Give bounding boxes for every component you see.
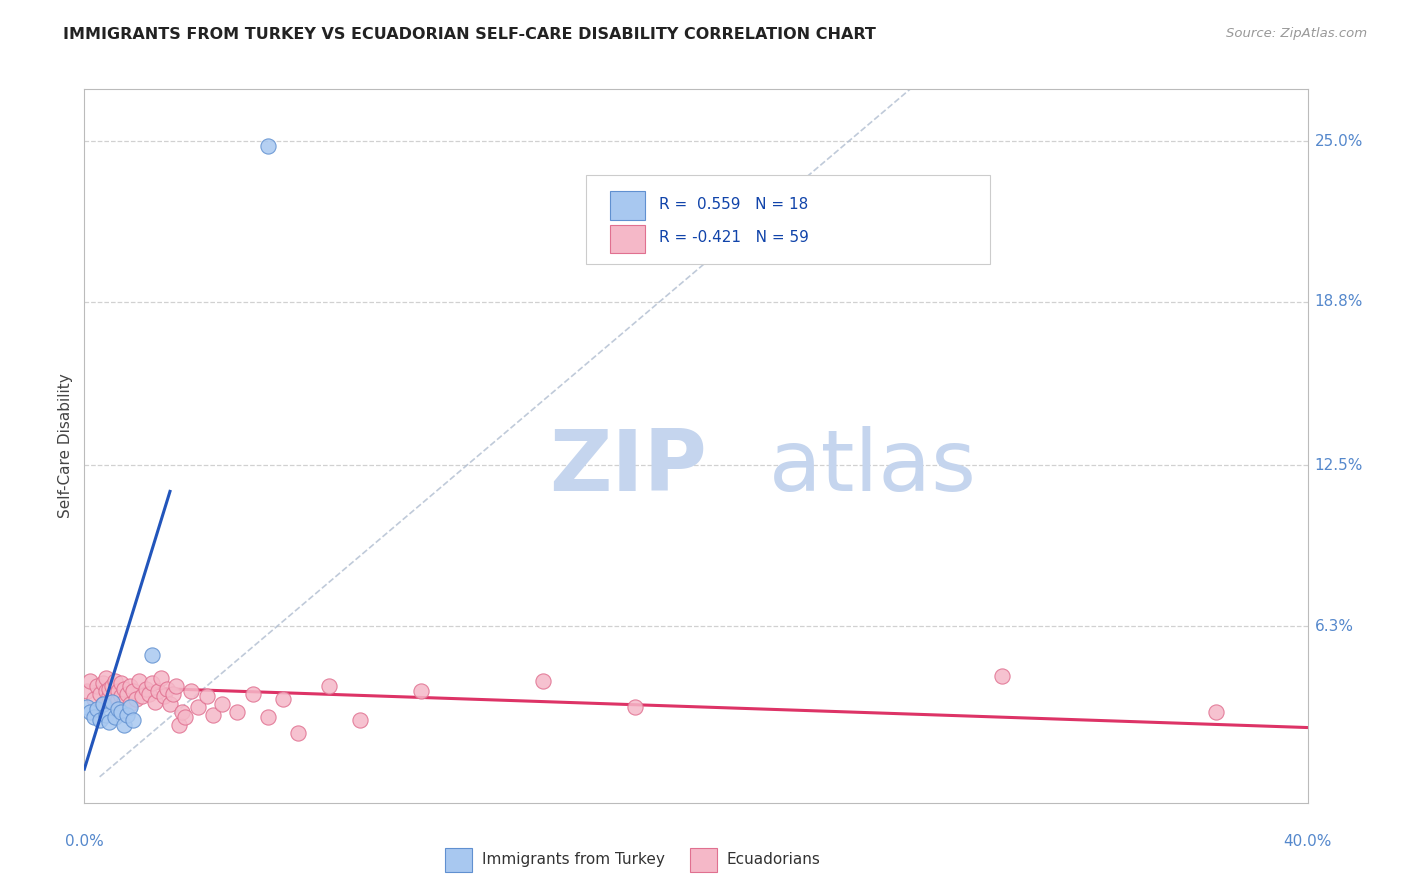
Text: 40.0%: 40.0%	[1284, 834, 1331, 849]
Point	[143, 695, 166, 709]
Point	[107, 692, 129, 706]
Point	[186, 699, 208, 714]
Point	[112, 718, 135, 732]
Point	[79, 705, 101, 719]
Point	[195, 690, 218, 704]
Point	[94, 707, 117, 722]
Point	[101, 695, 124, 709]
Point	[153, 690, 176, 704]
Point	[991, 668, 1014, 682]
Point	[141, 676, 163, 690]
Text: IMMIGRANTS FROM TURKEY VS ECUADORIAN SELF-CARE DISABILITY CORRELATION CHART: IMMIGRANTS FROM TURKEY VS ECUADORIAN SEL…	[63, 27, 876, 42]
Point	[97, 715, 120, 730]
Point	[89, 687, 111, 701]
Point	[115, 707, 138, 722]
Point	[138, 687, 160, 701]
Point	[141, 648, 163, 662]
Point	[120, 697, 142, 711]
Point	[107, 684, 129, 698]
Point	[122, 713, 145, 727]
Text: Immigrants from Turkey: Immigrants from Turkey	[482, 853, 665, 867]
Point	[97, 681, 120, 696]
Point	[76, 699, 98, 714]
Point	[110, 676, 132, 690]
Point	[165, 679, 187, 693]
Point	[167, 718, 190, 732]
Point	[94, 671, 117, 685]
Point	[531, 673, 554, 688]
Point	[409, 684, 432, 698]
FancyBboxPatch shape	[690, 847, 717, 872]
Point	[349, 713, 371, 727]
Point	[211, 697, 233, 711]
Point	[76, 684, 98, 698]
Y-axis label: Self-Care Disability: Self-Care Disability	[58, 374, 73, 518]
Point	[94, 684, 117, 698]
Point	[131, 690, 153, 704]
Text: Source: ZipAtlas.com: Source: ZipAtlas.com	[1226, 27, 1367, 40]
Text: atlas: atlas	[769, 425, 977, 509]
Point	[115, 687, 138, 701]
Point	[101, 695, 124, 709]
Point	[79, 673, 101, 688]
FancyBboxPatch shape	[586, 175, 990, 264]
Point	[287, 725, 309, 739]
Point	[257, 139, 280, 153]
Point	[128, 673, 150, 688]
Point	[86, 679, 108, 693]
Point	[201, 707, 224, 722]
Point	[89, 713, 111, 727]
Point	[1205, 705, 1227, 719]
Point	[104, 673, 127, 688]
FancyBboxPatch shape	[610, 191, 644, 219]
Point	[624, 699, 647, 714]
Point	[162, 687, 184, 701]
Point	[110, 690, 132, 704]
Point	[120, 679, 142, 693]
Point	[135, 681, 157, 696]
FancyBboxPatch shape	[610, 225, 644, 253]
Point	[101, 679, 124, 693]
Text: 18.8%: 18.8%	[1315, 294, 1362, 310]
Point	[91, 697, 114, 711]
Text: 12.5%: 12.5%	[1315, 458, 1362, 473]
Point	[91, 697, 114, 711]
Point	[104, 687, 127, 701]
Point	[159, 697, 181, 711]
Point	[122, 684, 145, 698]
Text: 0.0%: 0.0%	[65, 834, 104, 849]
Text: 25.0%: 25.0%	[1315, 134, 1362, 149]
Text: R =  0.559   N = 18: R = 0.559 N = 18	[659, 196, 808, 211]
Point	[83, 692, 105, 706]
Point	[97, 690, 120, 704]
Text: 6.3%: 6.3%	[1315, 619, 1354, 634]
Point	[172, 705, 194, 719]
Point	[112, 695, 135, 709]
Text: R = -0.421   N = 59: R = -0.421 N = 59	[659, 230, 808, 245]
Point	[112, 681, 135, 696]
Point	[149, 671, 172, 685]
Point	[257, 710, 280, 724]
Point	[242, 687, 264, 701]
Point	[271, 692, 294, 706]
Point	[104, 710, 127, 724]
Text: Ecuadorians: Ecuadorians	[727, 853, 821, 867]
Point	[146, 684, 169, 698]
Point	[110, 705, 132, 719]
FancyBboxPatch shape	[446, 847, 472, 872]
Point	[180, 684, 202, 698]
Point	[91, 676, 114, 690]
Point	[83, 710, 105, 724]
Point	[226, 705, 249, 719]
Text: ZIP: ZIP	[550, 425, 707, 509]
Point	[125, 692, 148, 706]
Point	[174, 710, 197, 724]
Point	[86, 702, 108, 716]
Point	[318, 679, 340, 693]
Point	[107, 702, 129, 716]
Point	[156, 681, 179, 696]
Point	[120, 699, 142, 714]
